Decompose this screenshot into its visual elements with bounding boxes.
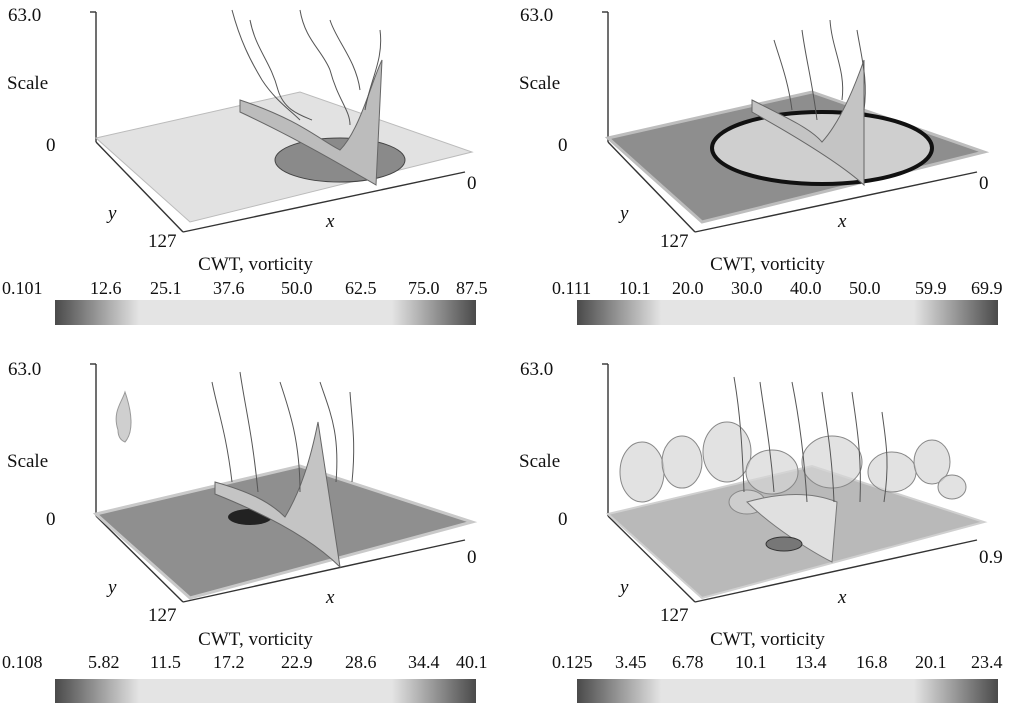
panel-bottom-left: 63.0 Scale 0 0 y 127 x CWT, vorticity 0.…: [0, 352, 511, 703]
colorbar-title: CWT, vorticity: [710, 629, 825, 650]
z-min-label: 0: [46, 135, 56, 156]
colorbar-tick: 0.111: [552, 278, 592, 298]
colorbar-tick: 11.5: [150, 652, 181, 672]
colorbar-tick: 0.101: [2, 278, 43, 298]
y-max-label: 127: [148, 231, 177, 252]
colorbar-tick: 75.0: [408, 278, 440, 298]
colorbar-title: CWT, vorticity: [198, 629, 313, 650]
scale-axis-label: Scale: [7, 451, 49, 472]
disc: [765, 536, 803, 552]
x-max-label: 0: [467, 547, 477, 568]
contour-lines: [231, 9, 382, 126]
y-axis-label: y: [620, 577, 629, 598]
x-axis-label: x: [326, 211, 335, 232]
vortex-sheet: [746, 494, 838, 563]
colorbar-tick: 40.0: [790, 278, 822, 298]
colorbar: [577, 679, 998, 703]
colorbar-tick: 59.9: [915, 278, 947, 298]
colorbar-tick: 50.0: [281, 278, 313, 298]
colorbar-tick: 23.4: [971, 652, 1003, 672]
z-max-label: 63.0: [520, 359, 554, 380]
colorbar-tick: 0.125: [552, 652, 593, 672]
y-axis-label: y: [108, 203, 117, 224]
scale-axis-label: Scale: [519, 73, 561, 94]
z-min-label: 0: [46, 509, 56, 530]
x-axis-label: x: [326, 587, 335, 608]
colorbar-tick: 30.0: [731, 278, 763, 298]
colorbar: [577, 300, 998, 325]
plot-axes: [602, 11, 978, 233]
scale-axis-label: Scale: [519, 451, 561, 472]
colorbar-tick: 25.1: [150, 278, 182, 298]
y-axis-label: y: [620, 203, 629, 224]
colorbar-tick: 20.0: [672, 278, 704, 298]
surface-plot: [602, 11, 990, 233]
panel-bottom-right: 63.0 Scale 0 0.9 y 127 x CWT, vorticity …: [512, 352, 1023, 703]
colorbar-tick: 10.1: [619, 278, 651, 298]
z-min-label: 0: [558, 509, 568, 530]
colorbar-ticks: 0.111 10.1 20.0 30.0 40.0 50.0 59.9 69.9: [512, 278, 1023, 300]
plot-axes: [90, 363, 466, 603]
colorbar-tick: 13.4: [795, 652, 827, 672]
isosurfaces: [619, 421, 967, 515]
colorbar-tick: 12.6: [90, 278, 122, 298]
surface-plot: [602, 363, 988, 603]
surface-plot: [90, 363, 478, 603]
x-max-label: 0: [467, 173, 477, 194]
x-axis-label: x: [838, 587, 847, 608]
vortex-sheet: [239, 59, 383, 186]
colorbar-tick: 5.82: [88, 652, 120, 672]
colorbar-tick: 10.1: [735, 652, 767, 672]
colorbar-title: CWT, vorticity: [710, 254, 825, 275]
colorbar-tick: 0.108: [2, 652, 43, 672]
colorbar-tick: 16.8: [856, 652, 888, 672]
colorbar-tick: 62.5: [345, 278, 377, 298]
colorbar-ticks: 0.101 12.6 25.1 37.6 50.0 62.5 75.0 87.5: [0, 278, 511, 300]
x-max-label: 0.9: [979, 547, 1003, 568]
panel-top-left: 63.0 Scale 0 0 y 127 x CWT, vorticity 0.…: [0, 0, 511, 351]
colorbar: [55, 679, 476, 703]
z-min-label: 0: [558, 135, 568, 156]
z-max-label: 63.0: [520, 5, 554, 26]
colorbar-tick: 20.1: [915, 652, 947, 672]
colorbar-title: CWT, vorticity: [198, 254, 313, 275]
colorbar-tick: 34.4: [408, 652, 440, 672]
surface-plot: [90, 9, 474, 233]
blob: [115, 390, 132, 443]
colorbar-tick: 3.45: [615, 652, 647, 672]
colorbar-tick: 22.9: [281, 652, 313, 672]
plot-axes: [90, 11, 466, 233]
x-max-label: 0: [979, 173, 989, 194]
y-max-label: 127: [660, 605, 689, 626]
colorbar-tick: 40.1: [456, 652, 488, 672]
vortex-sheet: [751, 59, 865, 187]
y-axis-label: y: [108, 577, 117, 598]
z-max-label: 63.0: [8, 359, 42, 380]
contour-lines: [773, 19, 866, 121]
colorbar-tick: 50.0: [849, 278, 881, 298]
contour-lines: [733, 376, 888, 503]
colorbar-tick: 17.2: [213, 652, 245, 672]
plot-axes: [602, 363, 978, 603]
colorbar-tick: 69.9: [971, 278, 1003, 298]
panel-top-right: 63.0 Scale 0 0 y 127 x CWT, vorticity 0.…: [512, 0, 1023, 351]
colorbar: [55, 300, 476, 325]
y-max-label: 127: [660, 231, 689, 252]
vortex-sheet: [214, 421, 341, 569]
colorbar-tick: 6.78: [672, 652, 704, 672]
plane: [92, 464, 478, 600]
colorbar-ticks: 0.125 3.45 6.78 10.1 13.4 16.8 20.1 23.4: [512, 652, 1023, 674]
colorbar-tick: 37.6: [213, 278, 245, 298]
contour-lines: [211, 371, 355, 493]
z-max-label: 63.0: [8, 5, 42, 26]
x-axis-label: x: [838, 211, 847, 232]
y-max-label: 127: [148, 605, 177, 626]
colorbar-ticks: 0.108 5.82 11.5 17.2 22.9 28.6 34.4 40.1: [0, 652, 511, 674]
scale-axis-label: Scale: [7, 73, 49, 94]
colorbar-tick: 28.6: [345, 652, 377, 672]
colorbar-tick: 87.5: [456, 278, 488, 298]
